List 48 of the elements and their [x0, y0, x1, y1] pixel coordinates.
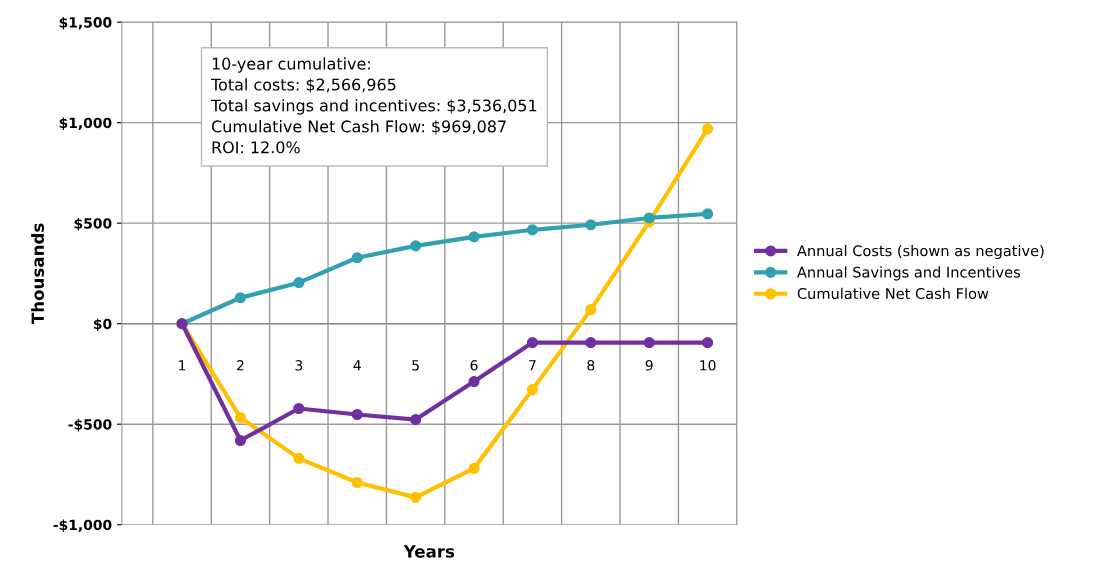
x-tick-label: 1 [179, 360, 186, 371]
x-tick-label: 4 [353, 360, 361, 371]
point [293, 452, 305, 464]
x-tick-label: 10 [700, 360, 716, 371]
y-tick-label: -$1,000 [53, 519, 112, 533]
x-tick-label: 8 [587, 360, 595, 371]
legend-label: Annual Savings and Incentives [797, 266, 1020, 281]
point [585, 337, 597, 349]
y-tick-label: $500 [74, 217, 112, 231]
point [702, 337, 714, 349]
point [410, 414, 422, 426]
point [702, 208, 714, 220]
y-tick-label: $0 [93, 318, 112, 331]
x-tick-label: 5 [412, 360, 419, 371]
annotation: 10-year cumulative: Total costs: $2,566,965 Total savings and incentives: $3,536,051 Cumulative Net Cash Flow: $969,087 ROI: 12.0% [211, 57, 537, 154]
point [293, 277, 305, 289]
point [234, 292, 246, 304]
x-tick-label: 9 [645, 360, 653, 371]
point [643, 212, 655, 224]
y-tick-label: $1,500 [59, 16, 112, 30]
point [351, 408, 363, 421]
point [410, 491, 422, 503]
point [468, 462, 480, 474]
legend-label: Annual Costs (shown as negative) [797, 244, 1044, 260]
point [526, 224, 538, 236]
point [702, 123, 714, 135]
point [526, 337, 538, 349]
x-axis-title: Years [403, 545, 455, 558]
legend-label: Cumulative Net Cash Flow [797, 287, 989, 300]
point [585, 304, 597, 316]
x-tick-label: 3 [295, 360, 303, 371]
y-axis-title: Thousands [31, 223, 45, 325]
x-tick-label: 2 [237, 360, 244, 371]
point [351, 252, 363, 264]
point [468, 376, 480, 388]
point [526, 384, 538, 396]
y-tick-label: $1,000 [59, 117, 112, 130]
y-tick-label: -$500 [68, 418, 112, 432]
point [234, 412, 246, 424]
point [468, 231, 480, 243]
point [410, 240, 422, 252]
point [585, 219, 597, 231]
point [643, 337, 655, 349]
point [351, 476, 363, 489]
x-tick-label: 6 [470, 360, 478, 371]
x-tick-label: 7 [529, 360, 536, 371]
point [293, 402, 305, 415]
point [234, 434, 246, 447]
